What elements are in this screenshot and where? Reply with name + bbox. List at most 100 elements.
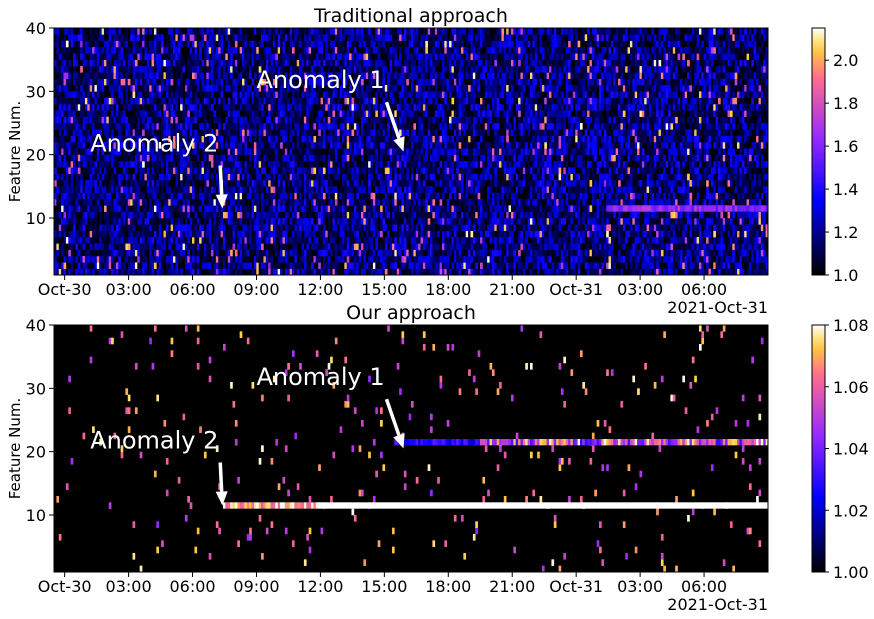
heatmap-cell: [396, 268, 400, 275]
heatmap-cell: [494, 218, 497, 225]
heatmap-cell: [722, 192, 726, 200]
heatmap-cell: [58, 180, 62, 187]
heatmap-cell: [587, 211, 590, 219]
heatmap-cell: [101, 237, 105, 244]
heatmap-cell: [399, 154, 402, 162]
heatmap-cell: [525, 205, 528, 212]
heatmap-cell: [513, 167, 517, 174]
heatmap-cell: [520, 243, 524, 250]
heatmap-cell: [299, 218, 302, 225]
heatmap-cell: [506, 205, 509, 212]
heatmap-cell: [194, 256, 198, 263]
heatmap-cell: [470, 230, 474, 238]
heatmap-cell: [54, 218, 57, 225]
heatmap-cell: [346, 161, 350, 168]
heatmap-cell: [468, 256, 471, 263]
heatmap-cell: [656, 249, 659, 257]
heatmap-cell: [706, 230, 709, 238]
heatmap-cell: [660, 249, 664, 257]
heatmap-cell: [123, 173, 126, 181]
heatmap-cell: [639, 148, 643, 155]
heatmap-cell: [258, 224, 262, 231]
heatmap-cell: [425, 262, 428, 269]
heatmap-cell: [549, 243, 552, 250]
heatmap-cell: [472, 180, 476, 187]
heatmap-cell: [311, 154, 314, 162]
heatmap-cell: [651, 161, 655, 168]
heatmap-cell: [480, 268, 483, 275]
heatmap-cell: [606, 180, 609, 187]
heatmap-cell: [458, 173, 462, 181]
heatmap-cell: [311, 148, 314, 155]
heatmap-cell: [508, 161, 512, 168]
heatmap-cell: [68, 186, 71, 193]
heatmap-cell: [708, 173, 712, 181]
heatmap-cell: [522, 154, 526, 162]
heatmap-cell: [572, 224, 576, 231]
heatmap-cell: [142, 199, 145, 206]
heatmap-cell: [568, 249, 571, 257]
heatmap-cell: [372, 161, 376, 168]
heatmap-cell: [270, 211, 274, 219]
heatmap-cell: [434, 180, 438, 187]
heatmap-cell: [418, 199, 421, 206]
heatmap-cell: [701, 199, 705, 206]
heatmap-cell: [570, 186, 574, 193]
heatmap-cell: [334, 262, 338, 269]
heatmap-cell: [327, 161, 331, 168]
heatmap-cell: [263, 262, 267, 269]
heatmap-cell: [649, 230, 652, 238]
heatmap-cell: [313, 256, 317, 263]
heatmap-cell: [513, 148, 517, 155]
heatmap-cell: [760, 256, 764, 263]
heatmap-cell: [470, 237, 474, 244]
heatmap-cell: [603, 148, 607, 155]
heatmap-cell: [375, 230, 378, 238]
heatmap-cell: [406, 148, 409, 155]
heatmap-cell: [432, 167, 436, 174]
heatmap-cell: [246, 167, 250, 174]
heatmap-cell: [530, 167, 533, 174]
heatmap-cell: [744, 199, 747, 206]
heatmap-cell: [118, 186, 121, 193]
heatmap-cell: [258, 154, 262, 162]
heatmap-cell: [701, 268, 705, 275]
heatmap-cell: [208, 199, 212, 206]
heatmap-cell: [556, 243, 559, 250]
heatmap-cell: [444, 161, 447, 168]
heatmap-cell: [149, 218, 152, 225]
heatmap-cell: [361, 192, 364, 200]
heatmap-cell: [541, 249, 545, 257]
heatmap-cell: [525, 262, 528, 269]
heatmap-cell: [601, 205, 605, 212]
heatmap-cell: [684, 218, 688, 225]
heatmap-cell: [94, 167, 98, 174]
heatmap-cell: [670, 256, 674, 263]
heatmap-cell: [337, 148, 340, 155]
heatmap-cell: [432, 192, 436, 200]
heatmap-cell: [296, 249, 300, 257]
heatmap-cell: [729, 167, 733, 174]
heatmap-cell: [115, 186, 119, 193]
heatmap-cell: [151, 256, 155, 263]
heatmap-cell: [565, 161, 569, 168]
heatmap-cell: [265, 230, 269, 238]
heatmap-cell: [196, 167, 200, 174]
heatmap-cell: [177, 192, 181, 200]
heatmap-cell: [672, 148, 676, 155]
heatmap-cell: [411, 243, 414, 250]
heatmap-cell: [351, 218, 355, 225]
heatmap-cell: [641, 180, 645, 187]
heatmap-cell: [351, 167, 355, 174]
heatmap-cell: [299, 262, 302, 269]
heatmap-cell: [389, 237, 393, 244]
heatmap-cell: [149, 262, 152, 269]
heatmap-cell: [137, 211, 140, 219]
heatmap-cell: [477, 230, 481, 238]
heatmap-cell: [134, 262, 138, 269]
heatmap-cell: [139, 199, 143, 206]
heatmap-cell: [522, 199, 526, 206]
heatmap-cell: [275, 268, 279, 275]
heatmap-cell: [56, 199, 60, 206]
heatmap-cell: [411, 237, 414, 244]
